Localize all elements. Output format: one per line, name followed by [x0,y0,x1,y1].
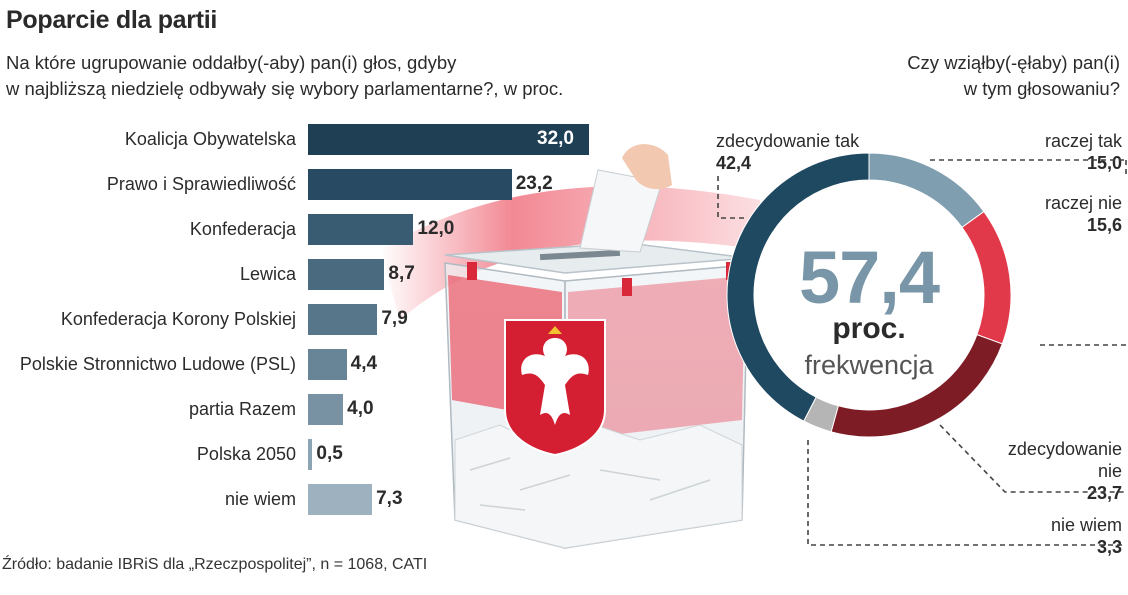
bar-chart-question-line2: w najbliższą niedzielę odbywały się wybo… [6,78,564,99]
bar [308,259,385,290]
bar [308,169,512,200]
red-tint-right [568,276,745,440]
turnout-value: 57,4 [798,236,940,319]
bar [308,394,344,425]
bar-value-label: 7,3 [376,488,403,509]
bar-value-label: 4,0 [347,398,374,419]
bar [308,439,313,470]
slice-label-raczej-tak: raczej tak 15,0 [1045,130,1122,174]
leader-nie-wiem [807,440,1126,546]
bar-row: Polskie Stronnictwo Ludowe (PSL) 4,4 [0,347,1128,381]
slice-value: 42,4 [716,153,752,173]
bar-row: Koalicja Obywatelska 32,0 [0,122,1128,156]
bar-category-label: Koalicja Obywatelska [124,129,296,149]
bar-row: partia Razem 4,0 [0,392,1128,426]
bar-row: Konfederacja 12,0 [0,212,1128,246]
hand [622,144,672,190]
bar-row: nie wiem 7,3 [0,482,1128,516]
ballot-pile-lines [469,457,711,511]
bar-category-label: Polskie Stronnictwo Ludowe (PSL) [19,354,296,374]
bar-category-label: Konfederacja Korony Polskiej [60,309,296,329]
slice-label-nie-wiem: nie wiem 3,3 [1051,514,1122,558]
leader-zdecydowanie-nie [939,424,1126,493]
white-eagle-icon [521,338,589,425]
turnout-label: frekwencja [804,350,934,380]
slice-label-zdecydowanie-tak: zdecydowanie tak 42,4 [716,130,859,174]
slice-value: 15,0 [1086,153,1122,173]
slice-value: 15,6 [1086,215,1122,235]
slice-value: 3,3 [1096,537,1122,557]
bar-chart-question-line1: Na które ugrupowanie oddałby(-aby) pan(i… [6,52,457,73]
bar-category-label: Polska 2050 [196,444,296,464]
bar-row: Prawo i Sprawiedliwość 23,2 [0,167,1128,201]
slice-name: raczej tak [1044,131,1122,151]
slice-label-raczej-nie: raczej nie 15,6 [1045,192,1122,236]
slice-name: zdecydowanie tak [716,131,860,151]
donut-slice-zdecydowanie-tak [726,152,870,422]
slice-label-zdecydowanie-nie: zdecydowanie nie 23,7 [982,438,1122,504]
leader-zdecydowanie-tak [717,176,745,219]
bar-category-label: Konfederacja [189,219,296,239]
donut-hole [755,181,983,409]
crown-icon [548,326,562,334]
turnout-question-line2: w tym głosowaniu? [963,78,1120,99]
slice-name: zdecydowanie nie [1007,439,1122,481]
source-note: Źródło: badanie IBRiS dla „Rzeczpospolit… [2,556,428,573]
bar [308,124,589,155]
turnout-question: Czy wziąłby(-ęłaby) pan(i) w tym głosowa… [820,50,1120,102]
bar-row: Lewica 8,7 [0,257,1128,291]
bar-value-label: 4,4 [350,353,378,374]
turnout-question-line1: Czy wziąłby(-ęłaby) pan(i) [907,52,1120,73]
bar-value-label: 32,0 [537,128,574,149]
latch-left [467,262,477,280]
bar [308,484,373,515]
bar-chart-question: Na które ugrupowanie oddałby(-aby) pan(i… [6,50,626,102]
flag-ribbon [380,186,760,320]
slice-name: raczej nie [1044,193,1122,213]
bar-row: Konfederacja Korony Polskiej 7,9 [0,302,1128,336]
bar [308,214,414,245]
bar-category-label: Prawo i Sprawiedliwość [106,174,296,194]
bar-category-label: partia Razem [188,399,296,419]
bar [308,304,378,335]
bar-category-label: Lewica [239,264,296,284]
box-slot [539,249,621,261]
bar-value-label: 23,2 [515,173,553,194]
bar-category-label: nie wiem [224,489,296,509]
latch-middle [622,278,632,296]
slice-value: 23,7 [1086,483,1122,503]
bar-value-label: 0,5 [316,443,343,464]
slice-name: nie wiem [1050,515,1122,535]
bar-row: Polska 2050 0,5 [0,437,1128,471]
bar-value-label: 8,7 [388,263,415,284]
bar-value-label: 12,0 [417,218,455,239]
bar [308,349,347,380]
bar-value-label: 7,9 [381,308,408,329]
chart-title: Poparcie dla partii [6,6,218,34]
turnout-unit: proc. [832,312,906,345]
